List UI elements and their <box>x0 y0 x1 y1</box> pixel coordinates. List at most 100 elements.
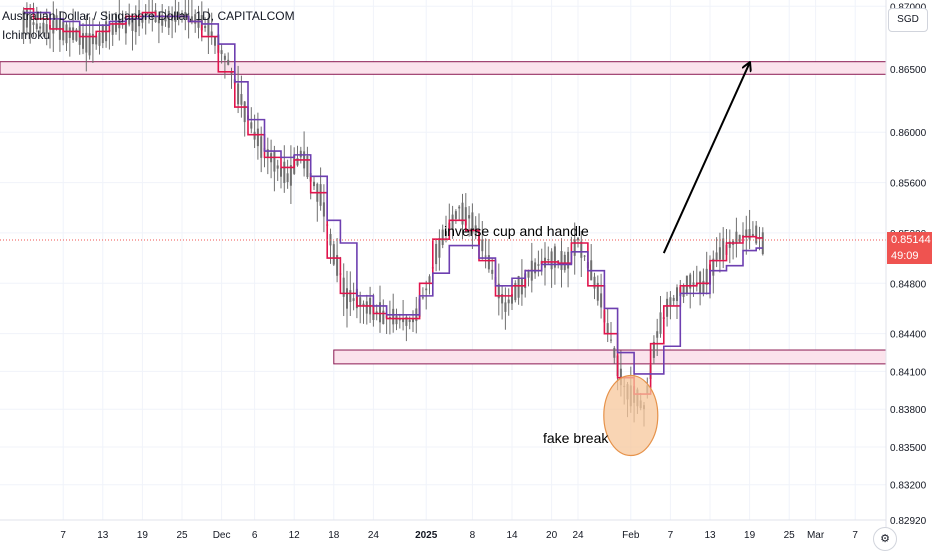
candle-body <box>220 50 223 55</box>
x-tick-label: 24 <box>368 530 380 541</box>
candle-body <box>35 23 38 30</box>
candle-body <box>451 214 454 230</box>
candle-body <box>656 331 659 338</box>
candle-body <box>388 316 391 319</box>
candle-body <box>352 298 355 301</box>
candle-body <box>22 10 25 33</box>
indicator-label[interactable]: Ichimoku <box>2 28 51 42</box>
candle-body <box>124 17 127 34</box>
candle-body <box>68 27 71 38</box>
candle-body <box>55 15 58 30</box>
last-price-tag: 0.85144 <box>887 231 932 248</box>
candle-body <box>682 285 685 297</box>
x-tick-label: 6 <box>252 530 258 541</box>
candle-body <box>735 231 738 244</box>
candle-body <box>748 229 751 240</box>
candle-body <box>511 294 513 304</box>
candle-body <box>177 12 180 19</box>
candle-body <box>553 246 556 268</box>
candle-body <box>580 241 583 258</box>
x-tick-label: 13 <box>704 530 716 541</box>
x-tick-label: 19 <box>137 530 149 541</box>
candle-body <box>405 316 408 326</box>
candle-body <box>497 283 500 299</box>
candle-body <box>550 251 553 270</box>
candle-body <box>313 181 315 187</box>
support-resistance-zone <box>0 61 887 75</box>
y-tick-label: 0.84800 <box>890 279 927 290</box>
candle-body <box>715 252 718 262</box>
candle-body <box>534 262 537 274</box>
y-tick-label: 0.86000 <box>890 128 927 139</box>
candle-body <box>613 347 616 358</box>
candle-body <box>560 251 563 270</box>
y-tick-label: 0.82920 <box>890 516 927 527</box>
candle-body <box>65 24 68 44</box>
axis-settings-button[interactable]: ⚙ <box>873 527 897 551</box>
candle-body <box>29 14 32 35</box>
candle-body <box>441 229 444 246</box>
candle-body <box>319 184 322 206</box>
y-tick-label: 0.86500 <box>890 65 927 76</box>
chart-legend: Australian Dollar / Singapore Dollar, 1D… <box>2 9 295 42</box>
candle-body <box>207 17 210 36</box>
candle-body <box>425 288 428 291</box>
x-tick-label: Feb <box>622 530 640 541</box>
candle-body <box>669 297 672 306</box>
fake-break-circle <box>603 374 659 457</box>
candle-body <box>722 238 725 260</box>
x-tick-label: Dec <box>213 530 231 541</box>
candle-body <box>702 280 705 294</box>
candle-body <box>161 14 164 26</box>
candle-body <box>454 211 457 219</box>
countdown-tag: 49:09 <box>887 247 932 264</box>
candle-body <box>761 232 764 255</box>
candle-body <box>583 255 586 257</box>
candle-body <box>32 22 35 25</box>
candle-body <box>438 238 441 258</box>
candle-body <box>286 173 289 183</box>
candle-body <box>382 310 385 325</box>
candle-body <box>445 231 447 236</box>
candle-body <box>738 234 741 243</box>
candle-body <box>527 271 530 278</box>
candle-body <box>214 37 216 46</box>
candle-body <box>95 35 98 45</box>
candle-body <box>164 16 167 22</box>
candle-body <box>210 31 213 37</box>
y-tick-label: 0.83500 <box>890 443 927 454</box>
symbol-title[interactable]: Australian Dollar / Singapore Dollar, 1D… <box>2 9 295 23</box>
candle-body <box>745 229 748 238</box>
candle-body <box>666 298 669 317</box>
candle-body <box>204 25 207 29</box>
base-line <box>23 11 763 375</box>
candle-body <box>718 247 721 260</box>
candle-body <box>82 33 84 49</box>
x-tick-label: 19 <box>744 530 756 541</box>
x-tick-label: 18 <box>328 530 340 541</box>
candle-body <box>728 241 731 248</box>
candle-body <box>610 339 612 341</box>
candle-body <box>88 33 91 56</box>
candle-body <box>237 83 240 105</box>
currency-button[interactable]: SGD <box>888 8 928 32</box>
candle-body <box>491 269 494 274</box>
candle-body <box>487 255 490 270</box>
annotations: inverse cup and handle fake break <box>444 63 750 457</box>
candle-body <box>428 276 431 283</box>
candle-body <box>402 318 405 323</box>
x-tick-label: 7 <box>668 530 674 541</box>
candle-body <box>181 12 183 16</box>
x-tick-label: 7 <box>852 530 858 541</box>
fake-break-label: fake break <box>543 430 609 446</box>
candle-body <box>692 282 695 285</box>
candle-body <box>101 25 104 44</box>
x-tick-label: 25 <box>784 530 796 541</box>
candle-body <box>464 207 467 226</box>
candle-body <box>392 308 395 325</box>
candle-body <box>412 319 414 323</box>
candle-body <box>157 15 160 24</box>
grid <box>0 0 886 521</box>
